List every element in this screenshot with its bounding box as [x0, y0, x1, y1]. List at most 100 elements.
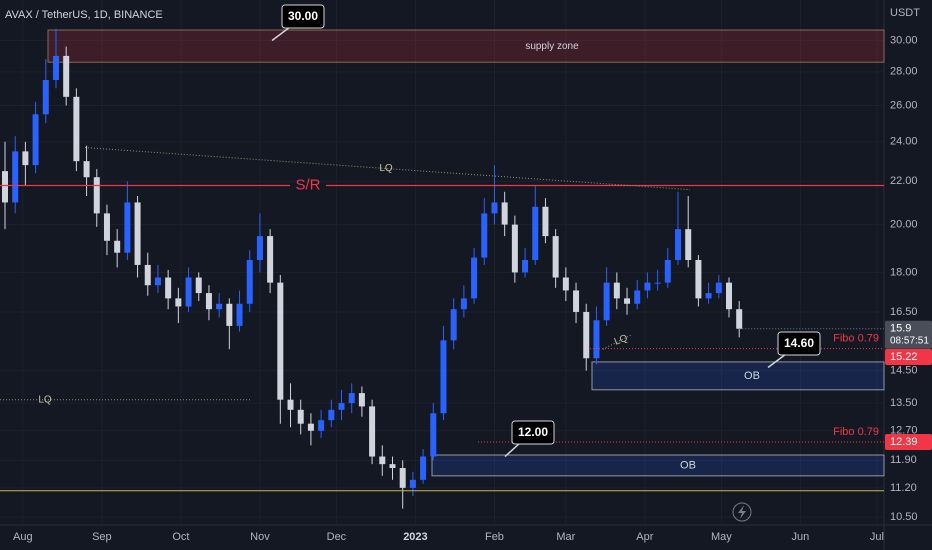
- overlay: S/R LQ LQ LQ Fibo 0.79 15.22 Fibo 0.79 12.39 15.…: [0, 4, 932, 492]
- liquidity-line: [602, 334, 633, 350]
- candle-body: [307, 423, 314, 431]
- callout-label: 12.00: [518, 425, 548, 439]
- candle-body: [267, 236, 274, 283]
- candle-body: [481, 213, 488, 258]
- candle-body: [715, 282, 722, 294]
- candle-body: [175, 298, 182, 307]
- candle-body: [338, 403, 345, 410]
- candles: [1, 28, 743, 509]
- candle-body: [195, 277, 202, 294]
- candle-body: [460, 298, 467, 310]
- candle-body: [542, 206, 549, 237]
- candle-body: [430, 413, 437, 457]
- liquidity-label: LQ: [38, 394, 52, 405]
- candle-body: [573, 290, 580, 312]
- alert-icon[interactable]: [732, 502, 752, 522]
- unit-label: USDT: [890, 7, 920, 19]
- candle-body: [205, 293, 212, 310]
- liquidity-line: [84, 147, 691, 191]
- candle-body: [134, 202, 141, 265]
- candle-body: [236, 303, 243, 326]
- candle-body: [379, 456, 386, 465]
- candle-body: [165, 277, 172, 299]
- candle-body: [93, 177, 100, 214]
- candle-body: [185, 277, 192, 307]
- x-tick-label: Feb: [485, 531, 504, 543]
- candle-body: [114, 240, 121, 253]
- y-tick-label: 13.50: [890, 397, 918, 409]
- y-tick-label: 24.00: [890, 136, 918, 148]
- x-tick-label: Apr: [636, 531, 653, 543]
- candle-body: [593, 320, 600, 359]
- candle-body: [562, 277, 569, 291]
- candle-body: [695, 259, 702, 299]
- callout-pointer: [271, 26, 291, 42]
- callout-label: 14.60: [784, 336, 814, 350]
- y-tick-label: 30.00: [890, 34, 918, 46]
- x-tick-label: May: [711, 531, 732, 543]
- candle-body: [246, 259, 253, 304]
- candle-body: [369, 406, 376, 457]
- x-tick-label: Jul: [870, 531, 884, 543]
- candle-body: [287, 399, 294, 410]
- y-tick-label: 14.50: [890, 365, 918, 377]
- candle-body: [583, 311, 590, 359]
- candle-body: [664, 259, 671, 283]
- candle-body: [42, 80, 49, 115]
- candle-body: [73, 96, 80, 162]
- candle-body: [144, 264, 151, 286]
- candle-body: [83, 161, 90, 178]
- y-tick-label: 11.20: [890, 482, 917, 494]
- candle-body: [685, 229, 692, 260]
- zone: [47, 29, 885, 63]
- candle-body: [103, 213, 110, 241]
- x-tick-label: Sep: [92, 531, 112, 543]
- candle-body: [603, 282, 610, 321]
- callout-pointer: [504, 442, 521, 458]
- candle-body: [624, 298, 631, 304]
- candle-body: [32, 114, 39, 166]
- chart-title: AVAX / TetherUS, 1D, BINANCE: [5, 9, 163, 21]
- zone-label: OB: [680, 459, 696, 471]
- price-box: [885, 349, 932, 365]
- candle-body: [63, 55, 70, 97]
- liquidity-label: LQ: [613, 333, 630, 348]
- countdown-label: 08:57:51: [890, 335, 929, 346]
- candle-body: [440, 340, 447, 414]
- candle-body: [399, 468, 406, 488]
- y-tick-label: 22.00: [890, 175, 918, 187]
- candle-body: [1, 171, 8, 203]
- candle-body: [644, 282, 651, 291]
- alert-bolt: [738, 505, 746, 519]
- candle-body: [420, 456, 427, 480]
- candle-body: [532, 206, 539, 260]
- last-price-label: 15.9: [890, 323, 911, 335]
- candle-body: [675, 229, 682, 260]
- x-tick-label: Jun: [792, 531, 810, 543]
- y-tick-label: 11.90: [890, 454, 917, 466]
- last-price-box: [885, 320, 932, 349]
- callout-box: [281, 4, 325, 29]
- zones: supply zone OB OB: [47, 29, 885, 477]
- y-tick-label: 26.00: [890, 99, 918, 111]
- y-tick-label: 18.00: [890, 266, 918, 278]
- candle-body: [491, 202, 498, 214]
- price-box-label: 12.39: [890, 436, 918, 448]
- candle-body: [552, 236, 559, 278]
- fibo-label: Fibo 0.79: [833, 333, 879, 345]
- fibo-label: Fibo 0.79: [833, 426, 879, 438]
- candle-body: [358, 393, 365, 407]
- candle-body: [12, 151, 19, 203]
- candle-body: [450, 309, 457, 341]
- x-tick-label: 2023: [403, 531, 427, 543]
- callout-pointer: [767, 353, 787, 369]
- candle-body: [409, 479, 416, 488]
- candle-body: [256, 236, 263, 260]
- callout-label: 30.00: [288, 9, 318, 23]
- zone-label: OB: [744, 370, 760, 382]
- y-tick-label: 20.00: [890, 219, 918, 231]
- candle-body: [705, 293, 712, 299]
